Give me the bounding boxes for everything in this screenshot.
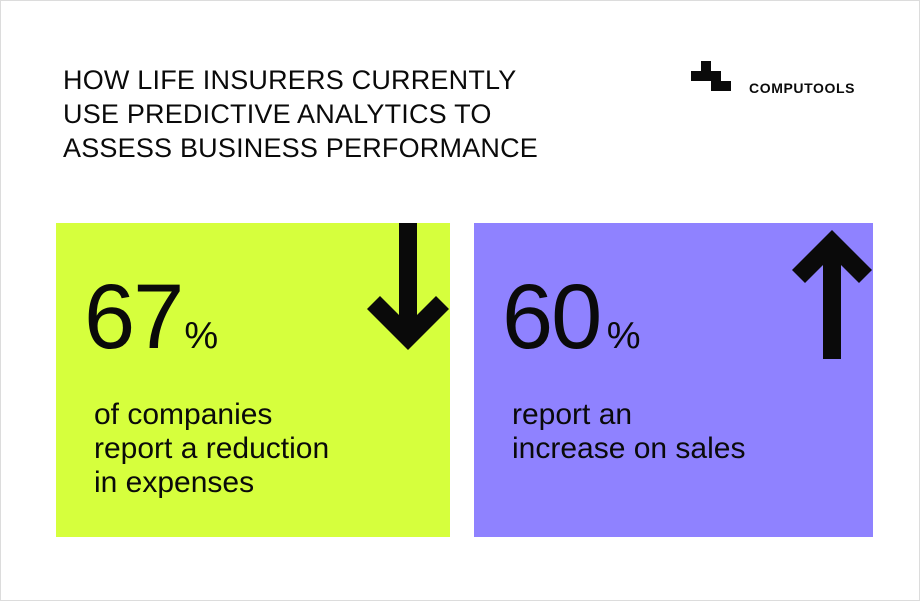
page-title: HOW LIFE INSURERS CURRENTLY USE PREDICTI… — [63, 63, 623, 165]
description-line: in expenses — [94, 466, 255, 499]
stat-description: report an increase on sales — [512, 398, 745, 466]
stat-unit: % — [184, 315, 219, 357]
brand: COMPUTOOLS — [691, 61, 891, 97]
stat-description: of companies report a reduction in expen… — [94, 398, 329, 500]
description-line: of companies — [94, 398, 273, 431]
stat-unit: % — [606, 315, 641, 357]
description-line: report an — [512, 398, 633, 431]
stat-figure: 67% — [84, 271, 218, 363]
stat-value: 67 — [84, 266, 184, 368]
arrow-down-icon — [367, 223, 449, 350]
title-line: HOW LIFE INSURERS CURRENTLY — [63, 65, 517, 95]
computools-logo-icon — [691, 61, 731, 91]
title-line: ASSESS BUSINESS PERFORMANCE — [63, 133, 539, 163]
stat-card-sales: 60 % report an increase on sales — [474, 223, 873, 537]
stat-card-expenses: 67% of companies report a reduction in e… — [56, 223, 450, 537]
description-line: report a reduction — [94, 432, 330, 465]
description-line: increase on sales — [512, 432, 746, 465]
stat-value: 60 — [502, 266, 602, 368]
arrow-up-icon — [792, 230, 872, 359]
title-line: USE PREDICTIVE ANALYTICS TO — [63, 99, 492, 129]
stat-figure: 60 % — [502, 271, 641, 363]
brand-name: COMPUTOOLS — [749, 80, 856, 96]
